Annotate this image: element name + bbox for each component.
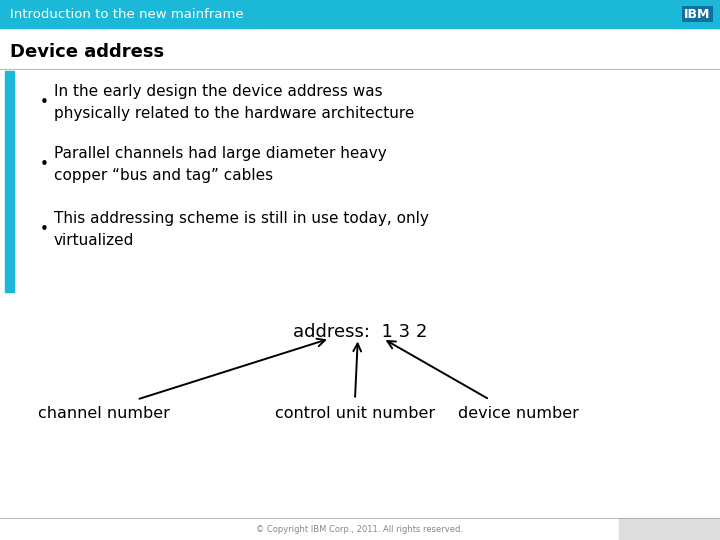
Text: In the early design the device address was
physically related to the hardware ar: In the early design the device address w… — [54, 84, 415, 121]
Bar — [5, 71, 14, 292]
Bar — [619, 518, 720, 540]
Text: This addressing scheme is still in use today, only
virtualized: This addressing scheme is still in use t… — [54, 211, 429, 248]
Bar — [0, 0, 720, 28]
Text: •: • — [40, 222, 48, 237]
Text: Introduction to the new mainframe: Introduction to the new mainframe — [10, 8, 243, 21]
Text: © Copyright IBM Corp., 2011. All rights reserved.: © Copyright IBM Corp., 2011. All rights … — [256, 525, 464, 534]
Text: •: • — [40, 157, 48, 172]
Text: address:  1 3 2: address: 1 3 2 — [293, 323, 427, 341]
Text: Parallel channels had large diameter heavy
copper “bus and tag” cables: Parallel channels had large diameter hea… — [54, 146, 387, 183]
Text: channel number: channel number — [38, 406, 171, 421]
Text: device number: device number — [458, 406, 579, 421]
Text: IBM: IBM — [684, 8, 711, 21]
Text: •: • — [40, 95, 48, 110]
Text: control unit number: control unit number — [275, 406, 435, 421]
Text: Device address: Device address — [10, 43, 164, 62]
